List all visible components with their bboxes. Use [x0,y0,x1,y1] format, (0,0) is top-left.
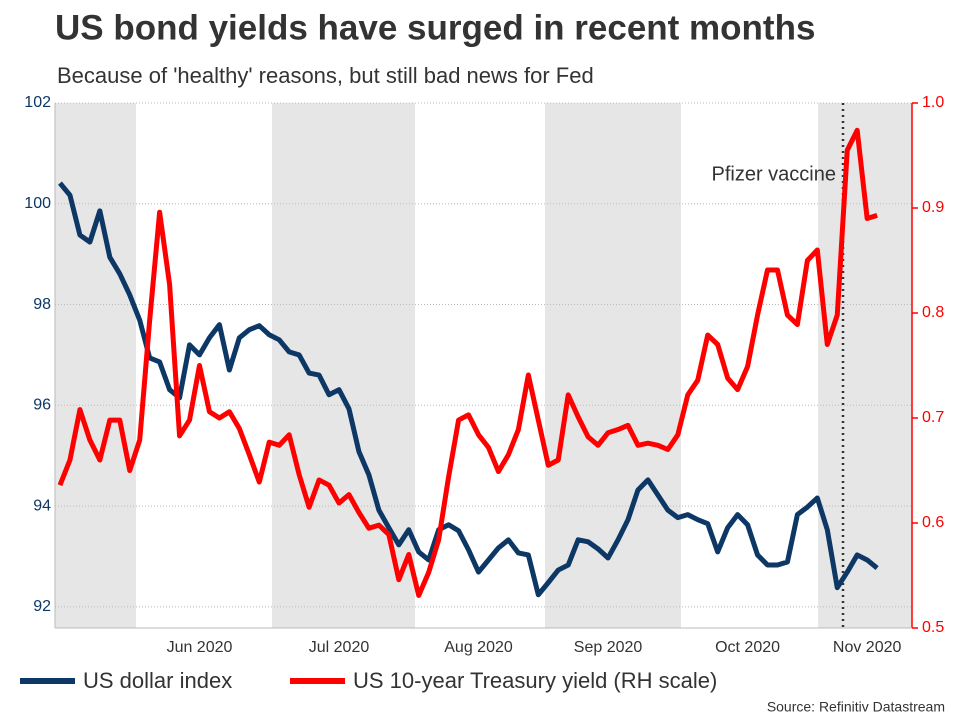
chart-subtitle: Because of 'healthy' reasons, but still … [57,63,594,88]
x-tick-label: Nov 2020 [833,639,902,656]
y-tick-label: 92 [33,598,51,615]
chart-title: US bond yields have surged in recent mon… [55,8,815,47]
y2-tick-label: 0.6 [922,514,944,531]
series-line [58,181,879,598]
x-tick-label: Aug 2020 [444,639,513,656]
series-line [57,127,878,598]
shade-band [55,103,136,628]
y2-tick-label: 0.5 [922,619,944,636]
source: Source: Refinitiv Datastream [767,699,945,715]
y2-tick-label: 1.0 [922,94,944,111]
y-tick-label: 102 [24,94,51,111]
y2-tick-label: 0.8 [922,304,944,321]
y2-tick-label: 0.7 [922,409,944,426]
y-tick-label: 98 [33,296,51,313]
annotation: Pfizer vaccine [712,163,837,185]
x-tick-label: Jul 2020 [309,639,370,656]
legend-label: US 10-year Treasury yield (RH scale) [353,668,717,693]
y-tick-label: 96 [33,397,51,414]
y-tick-label: 94 [33,497,51,514]
x-tick-label: Oct 2020 [715,639,780,656]
y2-tick-label: 0.9 [922,199,944,216]
y-tick-label: 100 [24,195,51,212]
x-tick-label: Sep 2020 [574,639,643,656]
x-tick-label: Jun 2020 [167,639,233,656]
legend-label: US dollar index [83,668,232,693]
shade-band [545,103,681,628]
